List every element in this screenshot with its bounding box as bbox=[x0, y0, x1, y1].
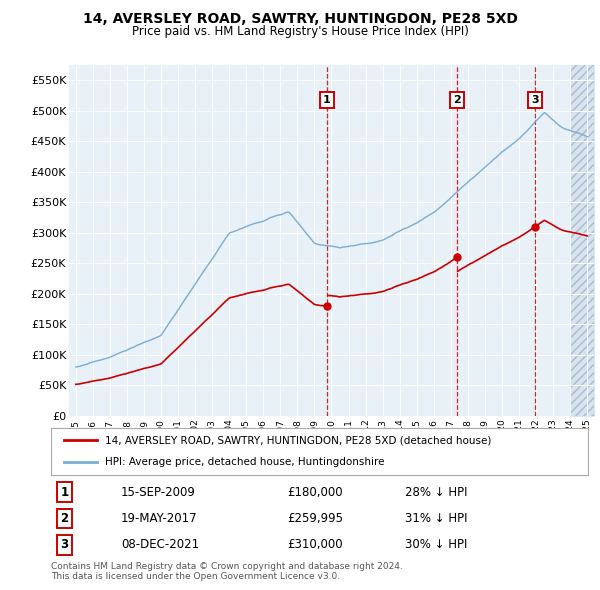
Text: 1: 1 bbox=[323, 95, 331, 104]
Text: 30% ↓ HPI: 30% ↓ HPI bbox=[406, 538, 468, 551]
Text: 28% ↓ HPI: 28% ↓ HPI bbox=[406, 486, 468, 499]
Text: 14, AVERSLEY ROAD, SAWTRY, HUNTINGDON, PE28 5XD: 14, AVERSLEY ROAD, SAWTRY, HUNTINGDON, P… bbox=[83, 12, 517, 26]
Text: 14, AVERSLEY ROAD, SAWTRY, HUNTINGDON, PE28 5XD (detached house): 14, AVERSLEY ROAD, SAWTRY, HUNTINGDON, P… bbox=[105, 435, 491, 445]
Text: £180,000: £180,000 bbox=[287, 486, 343, 499]
Text: 19-MAY-2017: 19-MAY-2017 bbox=[121, 512, 197, 525]
Text: 1: 1 bbox=[61, 486, 68, 499]
Text: 08-DEC-2021: 08-DEC-2021 bbox=[121, 538, 199, 551]
Text: 15-SEP-2009: 15-SEP-2009 bbox=[121, 486, 196, 499]
Text: 2: 2 bbox=[61, 512, 68, 525]
Text: £259,995: £259,995 bbox=[287, 512, 343, 525]
Text: 3: 3 bbox=[531, 95, 538, 104]
Text: HPI: Average price, detached house, Huntingdonshire: HPI: Average price, detached house, Hunt… bbox=[105, 457, 384, 467]
Text: Price paid vs. HM Land Registry's House Price Index (HPI): Price paid vs. HM Land Registry's House … bbox=[131, 25, 469, 38]
Text: 2: 2 bbox=[454, 95, 461, 104]
Text: 31% ↓ HPI: 31% ↓ HPI bbox=[406, 512, 468, 525]
Text: 3: 3 bbox=[61, 538, 68, 551]
Text: £310,000: £310,000 bbox=[287, 538, 343, 551]
Text: Contains HM Land Registry data © Crown copyright and database right 2024.
This d: Contains HM Land Registry data © Crown c… bbox=[51, 562, 403, 581]
